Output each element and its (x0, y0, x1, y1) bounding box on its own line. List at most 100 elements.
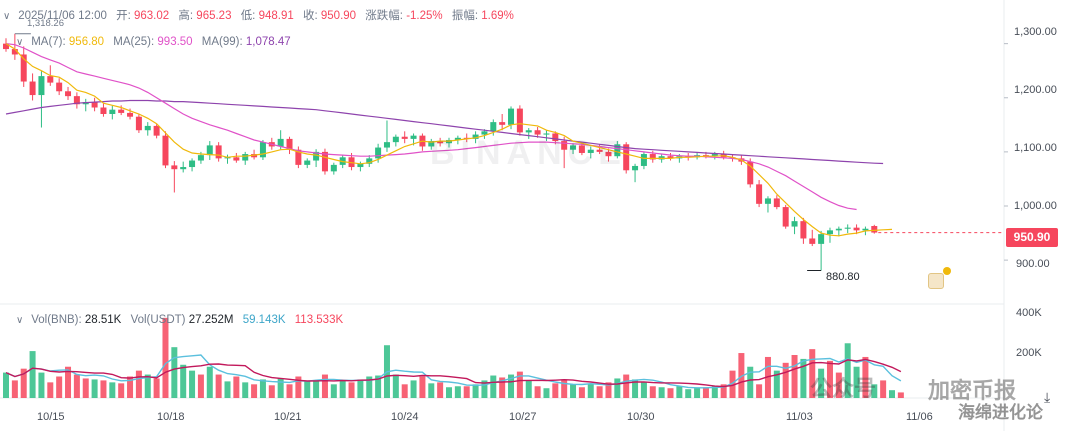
low-label: 低: (240, 10, 256, 22)
volume-bar (773, 370, 780, 398)
volume-bar (782, 362, 789, 398)
volume-bar (897, 392, 904, 398)
vol-tick-200k: 200K (1016, 347, 1042, 359)
volume-bar (47, 382, 54, 398)
candle-body (233, 157, 240, 161)
candle-body (516, 108, 523, 133)
candle-body (127, 112, 134, 117)
volume-bar (109, 382, 116, 398)
candle-body (91, 102, 98, 108)
volume-bar (871, 384, 878, 398)
amplitude-value: 1.69% (481, 10, 514, 22)
volume-bar (127, 376, 134, 398)
volume-bar (632, 379, 639, 398)
volume-bar (747, 366, 754, 398)
volume-bar (764, 356, 771, 398)
volume-bar (100, 380, 107, 398)
ma99-label: MA(99): (201, 36, 243, 48)
volume-bar (729, 370, 736, 398)
volume-legend: ∨ Vol(BNB): 28.51K Vol(USDT) 27.252M 59.… (16, 313, 343, 328)
volume-bar (463, 386, 470, 398)
candle-body (623, 144, 630, 171)
volume-bar (401, 384, 408, 398)
candle-body (11, 49, 18, 55)
volume-bar (809, 349, 816, 398)
x-tick-10-21: 10/21 (274, 411, 302, 423)
volume-bar (65, 366, 72, 398)
volume-bar (454, 386, 461, 398)
vol-usdt-value: 27.252M (188, 314, 234, 326)
candle-body (472, 134, 479, 139)
candle-body (189, 160, 196, 168)
x-tick-10-30: 10/30 (627, 411, 655, 423)
candle-body (835, 228, 842, 231)
volume-bar (640, 382, 647, 398)
candle-body (392, 136, 399, 143)
candle-body (826, 230, 833, 235)
candle-body (410, 135, 417, 139)
volume-bar (153, 378, 160, 398)
vol-toggle-chevron-icon[interactable]: ∨ (16, 315, 24, 326)
y-tick-1200: 1,200.00 (1014, 84, 1057, 96)
ma-toggle-chevron-icon[interactable]: ∨ (16, 37, 24, 48)
candle-body (756, 184, 763, 204)
volume-bar (233, 376, 240, 398)
candle-body (853, 227, 860, 231)
volume-ma-b-line (5, 358, 902, 388)
volume-bar (614, 378, 621, 398)
current-price-badge: 950.90 (1006, 228, 1058, 247)
volume-bar (826, 360, 833, 398)
chat-bubble-icon[interactable] (928, 273, 944, 289)
notification-dot-icon (943, 267, 951, 275)
candle-body (596, 149, 603, 152)
candle-body (649, 154, 656, 160)
candle-body (871, 226, 878, 233)
volume-bar (277, 378, 284, 398)
vol-usdt-label: Vol(USDT) (130, 314, 186, 326)
candle-body (508, 108, 515, 125)
volume-bar (135, 370, 142, 398)
candle-body (73, 96, 80, 105)
download-icon[interactable]: ⤓ (1044, 389, 1051, 405)
candle-body (162, 135, 169, 166)
low-price-label: 880.80 (826, 271, 860, 283)
volume-bar (649, 386, 656, 398)
candle-body (295, 149, 302, 165)
volume-bar (56, 376, 63, 398)
open-value: 963.02 (134, 10, 170, 22)
candle-body (844, 227, 851, 229)
volume-bar (82, 378, 89, 398)
candle-body (321, 151, 328, 172)
ma7-line (5, 43, 893, 237)
author-name: 海绵进化论 (958, 403, 1043, 422)
volume-bar (578, 387, 585, 398)
volume-bar (419, 376, 426, 398)
volume-bar (756, 384, 763, 398)
account-name: 加密币报 (928, 378, 1017, 403)
volume-bar (711, 386, 718, 398)
volume-bar (339, 380, 346, 398)
candle-body (375, 147, 382, 159)
candle-body (304, 160, 311, 165)
collapse-chevron-icon[interactable]: ∨ (3, 11, 11, 22)
x-tick-10-18: 10/18 (157, 411, 185, 423)
candle-body (782, 207, 789, 227)
candle-body (180, 167, 187, 170)
candle-body (791, 221, 798, 227)
volume-bar (694, 388, 701, 398)
candle-body (313, 151, 320, 161)
volume-bar (552, 383, 559, 398)
volume-bar (844, 343, 851, 398)
volume-bar (428, 383, 435, 398)
volume-bar (853, 366, 860, 398)
vol-ma-b-value: 113.533K (294, 314, 344, 326)
volume-bar (791, 355, 798, 398)
volume-bar (366, 376, 373, 398)
volume-bar (490, 375, 497, 398)
ma-legend: ∨ MA(7): 956.80 MA(25): 993.50 MA(99): 1… (16, 35, 291, 50)
candle-body (259, 142, 266, 158)
volume-bar (242, 382, 249, 398)
candle-body (242, 154, 249, 161)
x-tick-10-15: 10/15 (37, 411, 65, 423)
